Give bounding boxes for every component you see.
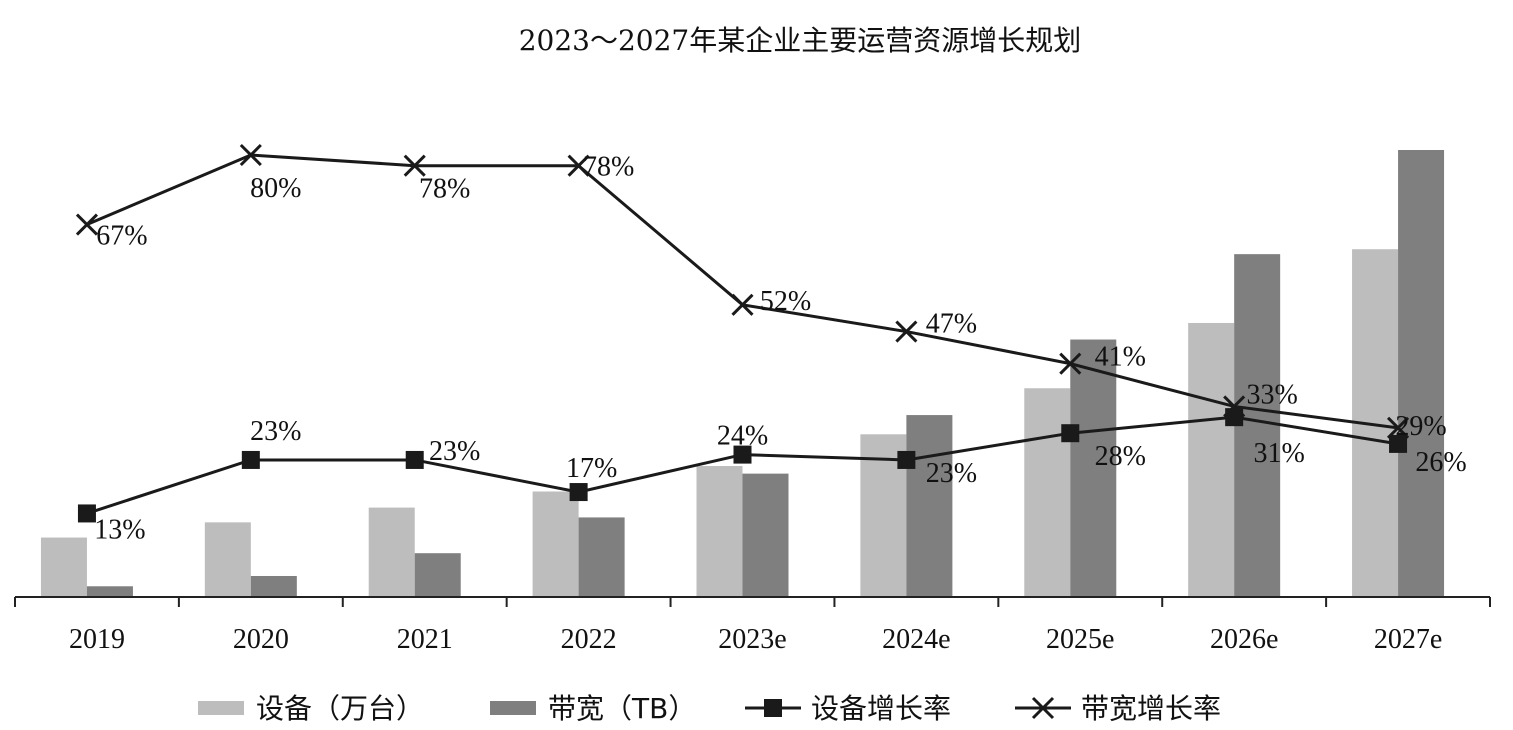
bar-bandwidth-2025e [1070, 339, 1117, 597]
point-device-growth-2025e [1061, 424, 1080, 443]
bar-devices-2022 [532, 491, 579, 597]
x-tick-label-2026e: 2026e [1210, 624, 1278, 655]
data-label-device-growth-2026e: 31% [1254, 438, 1305, 469]
data-label-bandwidth-growth-2019: 67% [96, 221, 147, 252]
data-label-bandwidth-growth-2020: 80% [250, 173, 301, 204]
point-bandwidth-growth-2022 [567, 154, 590, 177]
data-label-bandwidth-growth-2023e: 52% [760, 286, 811, 317]
x-tick-label-2024e: 2024e [882, 624, 950, 655]
x-tick-label-2025e: 2025e [1046, 624, 1114, 655]
legend-label-bandwidth-growth: 带宽增长率 [1081, 692, 1221, 725]
bar-devices-2026e [1188, 322, 1235, 597]
data-label-bandwidth-growth-2026e: 33% [1247, 379, 1298, 410]
data-label-device-growth-2020: 23% [250, 416, 301, 447]
bar-devices-2025e [1024, 388, 1071, 597]
bar-bandwidth-2020 [250, 575, 297, 597]
bar-devices-2020 [204, 522, 251, 597]
point-bandwidth-growth-2023e [731, 293, 754, 316]
legend-swatch-bandwidth [490, 701, 536, 715]
point-device-growth-2027e [1389, 434, 1408, 453]
data-label-device-growth-2022: 17% [566, 453, 617, 484]
point-bandwidth-growth-2019 [75, 213, 99, 236]
legend-swatch-devices [198, 701, 244, 715]
chart-title: 2023～2027年某企业主要运营资源增长规划 [519, 24, 1082, 57]
point-bandwidth-growth-2021 [403, 154, 426, 177]
bar-layer [40, 150, 1445, 597]
bar-bandwidth-2022 [578, 517, 625, 597]
legend-label-bandwidth: 带宽（TB） [548, 692, 696, 725]
data-label-device-growth-2027e: 26% [1415, 447, 1466, 478]
data-label-bandwidth-growth-2025e: 41% [1095, 342, 1146, 373]
legend-marker-device-growth [764, 699, 782, 717]
point-device-growth-2024e [897, 450, 916, 469]
data-label-layer: 13% 23% 23% 17% 24% 23% 28% 31% 26% 67% 80% 78% 78% 5… [94, 152, 1466, 546]
data-label-bandwidth-growth-2024e: 47% [926, 309, 977, 340]
data-label-bandwidth-growth-2021: 78% [419, 174, 470, 205]
legend-marker-bandwidth-growth [1031, 696, 1055, 720]
data-label-device-growth-2025e: 28% [1095, 441, 1146, 472]
x-tick-label-2019: 2019 [69, 624, 125, 655]
data-label-device-growth-2023e: 24% [717, 421, 768, 452]
bar-bandwidth-2023e [742, 473, 789, 597]
data-label-bandwidth-growth-2027e: 29% [1395, 411, 1446, 442]
x-axis: 2019 2020 2021 2022 2023e 2024e 2025e 2026e 2027… [14, 596, 1491, 655]
point-device-growth-2023e [733, 445, 752, 464]
point-device-growth-2021 [405, 450, 424, 469]
data-label-device-growth-2021: 23% [429, 436, 480, 467]
bar-devices-2021 [368, 507, 415, 597]
point-device-growth-2022 [569, 483, 588, 502]
x-tick-label-2027e: 2027e [1374, 624, 1442, 655]
point-bandwidth-growth-2026e [1223, 395, 1246, 418]
x-tick-label-2022: 2022 [561, 624, 617, 655]
bar-devices-2023e [696, 466, 743, 597]
point-bandwidth-growth-2024e [895, 320, 918, 343]
point-bandwidth-growth-2025e [1059, 352, 1082, 375]
bar-bandwidth-2021 [414, 553, 461, 597]
point-bandwidth-growth-2027e [1386, 416, 1410, 439]
bar-bandwidth-2024e [906, 415, 953, 597]
point-device-growth-2019 [77, 504, 96, 523]
bar-bandwidth-2027e [1398, 150, 1445, 597]
data-label-device-growth-2019: 13% [94, 514, 145, 545]
x-tick-label-2021: 2021 [397, 624, 453, 655]
data-label-bandwidth-growth-2022: 78% [583, 152, 634, 183]
legend: 设备（万台） 带宽（TB） 设备增长率 带宽增长率 [198, 692, 1221, 725]
bar-bandwidth-2019 [86, 586, 133, 597]
legend-label-device-growth: 设备增长率 [811, 692, 951, 725]
point-bandwidth-growth-2020 [239, 143, 262, 167]
line-layer [75, 143, 1410, 523]
bar-devices-2019 [40, 537, 87, 597]
x-tick-label-2020: 2020 [233, 624, 289, 655]
legend-label-devices: 设备（万台） [256, 692, 424, 725]
data-label-device-growth-2024e: 23% [926, 458, 977, 489]
x-tick-label-2023e: 2023e [718, 624, 786, 655]
point-device-growth-2020 [241, 450, 260, 469]
